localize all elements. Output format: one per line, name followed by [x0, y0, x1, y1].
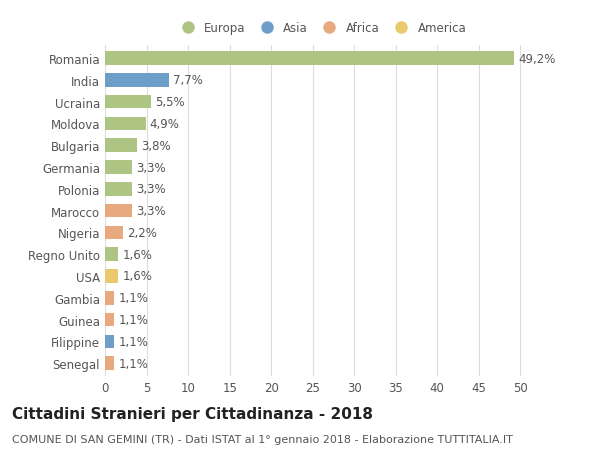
Text: 49,2%: 49,2%	[518, 52, 555, 66]
Text: 3,3%: 3,3%	[137, 205, 166, 218]
Bar	[105, 139, 137, 153]
Bar	[105, 95, 151, 109]
Text: 1,6%: 1,6%	[122, 248, 152, 261]
Bar	[105, 269, 118, 283]
Bar	[105, 335, 114, 348]
Text: 1,6%: 1,6%	[122, 270, 152, 283]
Bar	[105, 118, 146, 131]
Text: COMUNE DI SAN GEMINI (TR) - Dati ISTAT al 1° gennaio 2018 - Elaborazione TUTTITA: COMUNE DI SAN GEMINI (TR) - Dati ISTAT a…	[12, 434, 513, 444]
Text: 4,9%: 4,9%	[150, 118, 180, 131]
Text: 3,3%: 3,3%	[137, 161, 166, 174]
Text: 5,5%: 5,5%	[155, 96, 184, 109]
Legend: Europa, Asia, Africa, America: Europa, Asia, Africa, America	[172, 19, 470, 39]
Text: 2,2%: 2,2%	[127, 226, 157, 239]
Bar	[105, 204, 133, 218]
Bar	[105, 248, 118, 261]
Text: 1,1%: 1,1%	[118, 291, 148, 305]
Bar	[105, 74, 169, 87]
Bar	[105, 183, 133, 196]
Text: 3,8%: 3,8%	[141, 140, 170, 152]
Text: 1,1%: 1,1%	[118, 335, 148, 348]
Text: 1,1%: 1,1%	[118, 313, 148, 326]
Text: 7,7%: 7,7%	[173, 74, 203, 87]
Bar	[105, 313, 114, 327]
Bar	[105, 357, 114, 370]
Bar	[105, 226, 123, 240]
Bar	[105, 291, 114, 305]
Text: 1,1%: 1,1%	[118, 357, 148, 370]
Bar	[105, 52, 514, 66]
Bar	[105, 161, 133, 174]
Text: 3,3%: 3,3%	[137, 183, 166, 196]
Text: Cittadini Stranieri per Cittadinanza - 2018: Cittadini Stranieri per Cittadinanza - 2…	[12, 406, 373, 421]
